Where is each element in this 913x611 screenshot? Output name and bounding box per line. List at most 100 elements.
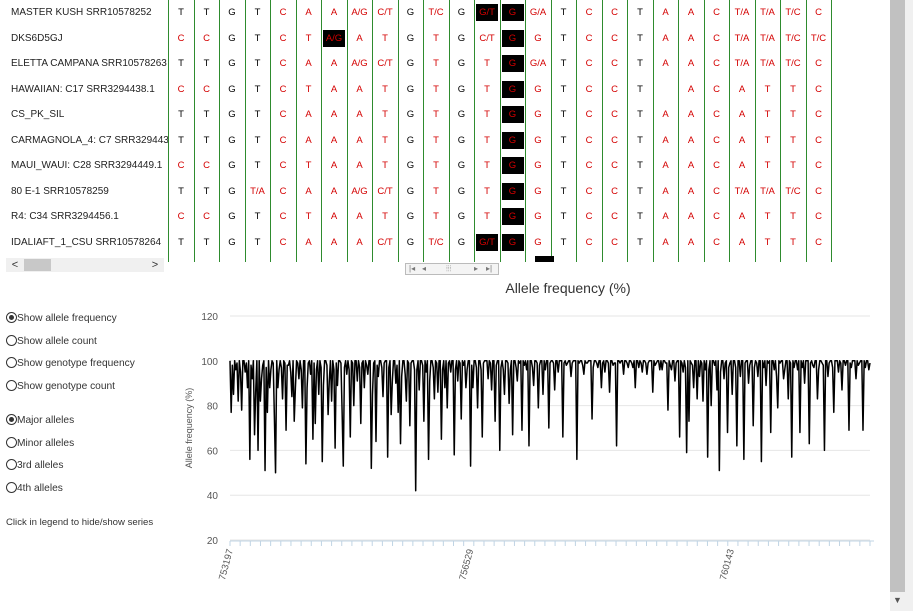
genotype-cell[interactable]: C (815, 7, 822, 18)
genotype-cell[interactable]: G (228, 7, 236, 18)
genotype-cell[interactable]: A (356, 32, 363, 44)
option-show-genotype-count[interactable]: Show genotype count (6, 379, 115, 392)
genotype-cell[interactable]: T (305, 32, 312, 44)
option-show-genotype-frequency[interactable]: Show genotype frequency (6, 357, 135, 369)
genotype-cell[interactable]: A (738, 83, 746, 95)
genotype-cell[interactable]: T (178, 7, 184, 18)
genotype-cell[interactable]: T/C (785, 185, 801, 197)
scroll-grip-icon[interactable]: ⦙⦙⦙ (446, 264, 452, 273)
genotype-cell[interactable]: A (305, 7, 312, 18)
genotype-cell[interactable]: T (560, 134, 567, 146)
genotype-cell[interactable]: A (356, 83, 363, 95)
genotype-cell[interactable]: C (611, 32, 618, 44)
scroll-next-icon[interactable]: ▸ (474, 264, 479, 273)
genotype-cell[interactable]: C (713, 160, 720, 171)
genotype-cell[interactable]: T (637, 32, 643, 44)
genotype-cell[interactable]: T (637, 7, 643, 18)
genotype-cell[interactable]: C (815, 58, 822, 69)
genotype-cell[interactable]: A (687, 236, 695, 248)
genotype-cell[interactable]: A (305, 109, 312, 120)
radio-button[interactable] (6, 481, 17, 493)
genotype-cell[interactable]: T (790, 236, 796, 248)
genotype-cell[interactable]: A (738, 134, 746, 146)
genotype-cell[interactable]: A (356, 160, 363, 171)
genotype-cell[interactable]: T (637, 134, 643, 146)
genotype-cell[interactable]: G (501, 55, 524, 72)
genotype-cell[interactable]: G (534, 160, 542, 171)
genotype-cell[interactable]: C (611, 211, 618, 222)
genotype-cell[interactable]: A (738, 160, 746, 171)
genotype-cell[interactable]: T (790, 160, 796, 171)
genotype-cell[interactable]: T (305, 160, 312, 171)
genotype-cell[interactable]: C (713, 7, 720, 18)
genotype-cell[interactable]: C (713, 58, 720, 69)
option-show-allele-count[interactable]: Show allele count (6, 334, 97, 347)
genotype-cell[interactable]: T (637, 185, 643, 197)
genotype-cell[interactable]: A/G (351, 7, 368, 18)
genotype-cell[interactable]: T (382, 83, 388, 95)
genotype-cell[interactable]: A/G (323, 29, 345, 47)
genotype-cell[interactable]: G (228, 236, 236, 248)
genotype-cell[interactable]: T (305, 211, 312, 222)
genotype-cell[interactable]: T (433, 109, 439, 120)
genotype-cell[interactable]: C/T (377, 58, 393, 69)
genotype-cell[interactable]: G (501, 233, 524, 251)
genotype-cell[interactable]: G (406, 236, 415, 248)
genotype-cell[interactable]: T (433, 211, 439, 222)
option-major-alleles[interactable]: Major alleles (6, 414, 74, 426)
genotype-cell[interactable]: G (534, 83, 542, 95)
genotype-cell[interactable]: T (484, 109, 490, 120)
genotype-cell[interactable]: G (457, 83, 466, 95)
genotype-cell[interactable]: T/A (760, 185, 775, 197)
genotype-cell[interactable]: A (356, 134, 363, 146)
genotype-cell[interactable]: T (560, 185, 567, 197)
vscroll-thumb[interactable] (890, 0, 905, 592)
genotype-cell[interactable]: T (560, 109, 567, 120)
scroll-prev-icon[interactable]: ◂ (422, 264, 427, 273)
radio-button[interactable] (6, 459, 17, 471)
genotype-cell[interactable]: C (585, 109, 593, 120)
genotype-cell[interactable]: C (713, 211, 720, 222)
genotype-cell[interactable]: A (330, 7, 338, 18)
genotype-cell[interactable]: T/A (734, 7, 750, 18)
genotype-cell[interactable]: G (406, 109, 415, 120)
genotype-cell[interactable]: C/T (479, 32, 495, 44)
genotype-cell[interactable]: C (611, 134, 618, 146)
genotype-cell[interactable]: C (279, 83, 287, 95)
genotype-cell[interactable]: T/C (428, 236, 444, 248)
genotype-cell[interactable]: G (501, 29, 524, 47)
option-minor-alleles[interactable]: Minor alleles (6, 436, 74, 449)
genotype-cell[interactable]: A (356, 236, 363, 248)
genotype-cell[interactable]: T (484, 185, 490, 197)
genotype-cell[interactable]: C (611, 7, 618, 18)
genotype-cell[interactable]: T (254, 109, 261, 120)
genotype-cell[interactable]: T (560, 32, 567, 44)
genotype-cell[interactable]: G (501, 182, 524, 200)
genotype-cell[interactable]: C (585, 134, 593, 146)
genotype-cell[interactable]: T (484, 134, 490, 146)
genotype-cell[interactable]: T (433, 134, 439, 146)
genotype-cell[interactable]: A (305, 134, 312, 146)
genotype-cell[interactable]: A (662, 7, 669, 18)
genotype-cell[interactable]: C (279, 109, 287, 120)
genotype-cell[interactable]: A (662, 32, 669, 44)
genotype-cell[interactable]: T (254, 160, 261, 171)
genotype-cell[interactable]: A (687, 211, 695, 222)
genotype-cell[interactable]: T (382, 160, 388, 171)
genotype-cell[interactable]: A (662, 211, 669, 222)
genotype-cell[interactable]: C (585, 83, 593, 95)
genotype-cell[interactable]: T (560, 58, 567, 69)
genotype-cell[interactable]: G (228, 160, 236, 171)
sample-names-hscrollbar[interactable]: < > (6, 258, 164, 272)
genotype-cell[interactable]: T (764, 83, 771, 95)
genotype-cell[interactable]: T (203, 134, 210, 146)
scroll-first-icon[interactable]: |◂ (409, 264, 416, 273)
radio-button[interactable] (6, 436, 17, 448)
genotype-cell[interactable]: A (687, 134, 695, 146)
genotype-cell[interactable]: G (534, 211, 542, 222)
genotype-cell[interactable]: G (457, 185, 466, 197)
genotype-cell[interactable]: T (178, 58, 184, 69)
genotype-cell[interactable]: G (534, 134, 542, 146)
genotype-cell[interactable]: C (585, 32, 593, 44)
genotype-cell[interactable]: A (687, 83, 695, 95)
